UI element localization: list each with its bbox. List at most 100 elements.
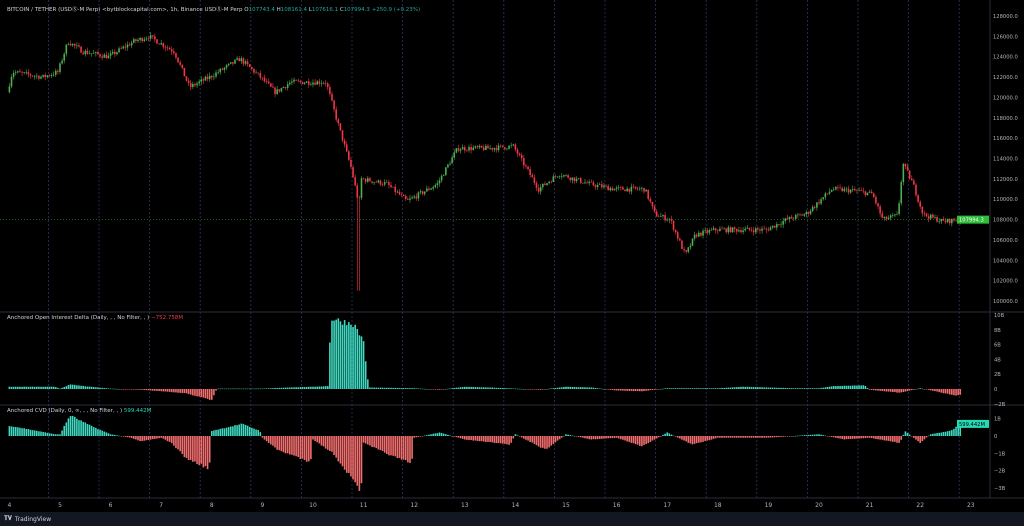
oi-bar <box>664 388 666 389</box>
candle-body <box>143 39 146 42</box>
oi-bar <box>367 379 369 389</box>
cvd-bar <box>820 434 822 436</box>
candle-body <box>295 79 297 81</box>
candle-body <box>307 81 310 85</box>
candle-body <box>369 178 371 182</box>
cvd-bar <box>326 436 329 450</box>
oi-bar <box>229 388 232 390</box>
oi-bar <box>653 389 656 390</box>
oi-bar <box>31 386 34 389</box>
oi-bar <box>626 389 628 391</box>
candle-body <box>946 218 949 223</box>
candle-body <box>902 163 905 183</box>
cvd-bar <box>14 426 17 436</box>
candle-body <box>921 206 924 214</box>
oi-bar <box>398 387 401 389</box>
cvd-bar <box>482 436 485 442</box>
candle-body <box>910 178 913 181</box>
oi-bar <box>948 389 951 395</box>
oi-bar <box>350 324 352 389</box>
oi-bar <box>712 388 715 389</box>
cvd-bar <box>929 434 932 436</box>
oi-bar <box>493 387 496 389</box>
cvd-bar <box>33 430 36 436</box>
candle-body <box>818 202 820 204</box>
tradingview-logo[interactable]: 𝐓𝐕 TradingView <box>4 515 52 523</box>
cvd-bar <box>417 436 420 437</box>
candle-body <box>90 53 93 54</box>
oi-bar <box>630 389 633 391</box>
candle-body <box>97 52 99 55</box>
cvd-bar <box>655 436 658 439</box>
cvd-bar <box>854 436 856 439</box>
oi-bar <box>240 388 243 390</box>
cvd-bar <box>31 430 34 436</box>
cvd-bar <box>944 431 947 436</box>
oi-bar <box>845 385 848 389</box>
candle-body <box>573 177 576 182</box>
candle-body <box>571 177 574 181</box>
last-price-badge <box>957 215 989 224</box>
cvd-bar <box>339 436 342 464</box>
candle-body <box>830 190 833 192</box>
cvd-bar <box>908 434 911 436</box>
cvd-bar <box>647 436 650 444</box>
candle-body <box>704 230 706 231</box>
candle-body <box>520 155 523 159</box>
oi-bar <box>813 388 816 389</box>
candle-body <box>461 147 464 150</box>
cvd-bar <box>706 436 709 441</box>
oi-legend[interactable]: Anchored Open Interest Delta (Daily, , ,… <box>7 315 183 321</box>
oi-bar <box>303 387 306 389</box>
candle-body <box>202 79 205 81</box>
oi-bar <box>255 388 257 390</box>
cvd-bar <box>643 436 645 445</box>
candle-body <box>415 196 418 199</box>
cvd-bar <box>771 436 774 438</box>
cvd-bar <box>78 420 80 436</box>
cvd-bar <box>352 436 354 480</box>
chart-canvas[interactable]: 4 5 6 7 8 9 10 11 12 13 14 15 16 17 18 19 20 21 22 23 128000… <box>0 0 1024 512</box>
cvd-bar <box>404 436 407 461</box>
candle-body <box>263 77 266 82</box>
cvd-bar <box>211 430 213 436</box>
candle-body <box>900 182 903 204</box>
oi-bar <box>889 389 892 392</box>
cvd-bar <box>712 436 715 439</box>
oi-bar <box>607 389 609 390</box>
oi-bar <box>708 388 711 389</box>
oi-bar <box>42 386 44 389</box>
oi-bar <box>385 387 388 389</box>
cvd-bar <box>925 436 928 438</box>
candle-body <box>137 39 139 42</box>
candle-body <box>754 228 757 233</box>
candle-body <box>805 212 808 215</box>
oi-bar <box>270 388 272 389</box>
cvd-bar <box>196 436 198 465</box>
cvd-bar <box>286 436 289 454</box>
cvd-bar <box>896 436 898 443</box>
cvd-bar <box>25 428 28 436</box>
cvd-bar <box>776 436 778 438</box>
candle-body <box>238 58 241 62</box>
oi-bar <box>394 387 397 389</box>
cvd-bar <box>575 436 578 437</box>
candle-body <box>236 58 238 60</box>
cvd-bar <box>164 436 167 440</box>
cvd-bar <box>579 436 582 438</box>
cvd-bar <box>873 436 875 439</box>
cvd-bar <box>611 436 614 439</box>
candle-body <box>438 180 441 184</box>
oi-bar <box>445 389 447 390</box>
oi-bar <box>25 386 28 389</box>
candle-body <box>645 189 647 192</box>
oi-bar <box>721 387 723 389</box>
oi-bar <box>65 386 68 389</box>
oi-bar <box>78 385 80 389</box>
cvd-bar <box>883 436 886 441</box>
cvd-legend[interactable]: Anchored CVD (Daily, 0, ∞, , , No Filter… <box>7 408 151 414</box>
candle-body <box>801 214 803 216</box>
cvd-bar <box>295 436 297 457</box>
cvd-bar <box>700 436 702 443</box>
candle-body <box>873 193 875 198</box>
